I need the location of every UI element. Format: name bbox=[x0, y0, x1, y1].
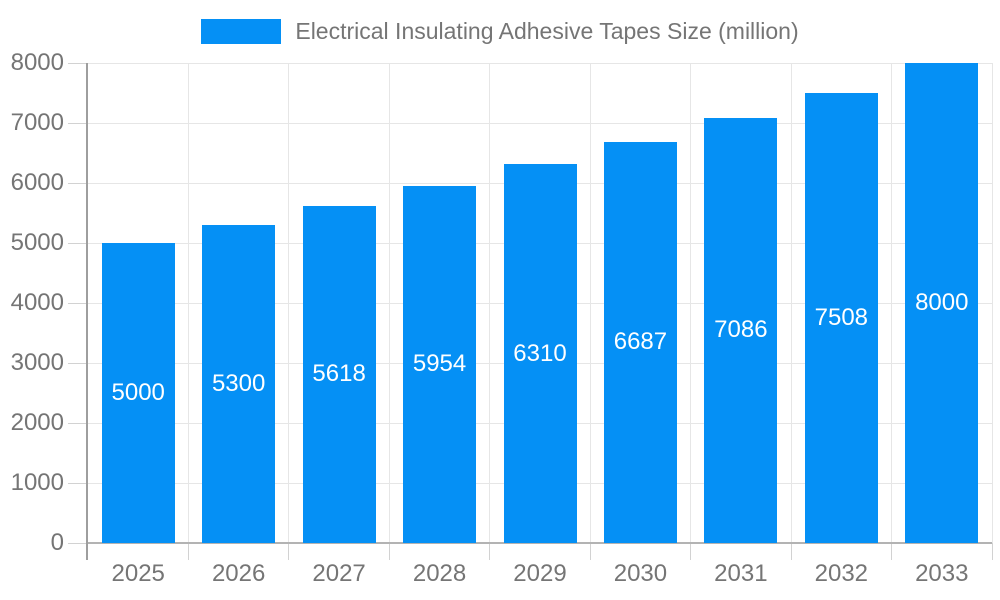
x-axis-label: 2030 bbox=[613, 560, 668, 587]
y-axis-label: 7000 bbox=[10, 109, 64, 136]
legend-swatch bbox=[201, 18, 282, 44]
x-axis-label: 2031 bbox=[714, 560, 768, 587]
y-axis-tick bbox=[68, 302, 88, 304]
y-axis-tick bbox=[68, 362, 88, 364]
gridline-vertical bbox=[388, 63, 390, 543]
x-axis-label: 2033 bbox=[915, 560, 969, 587]
gridline-vertical bbox=[589, 63, 591, 543]
y-axis-label: 2000 bbox=[10, 409, 64, 436]
x-axis-label: 2029 bbox=[513, 560, 567, 587]
gridline-horizontal bbox=[88, 62, 992, 64]
y-axis-label: 4000 bbox=[10, 289, 64, 316]
x-axis-label: 2025 bbox=[111, 560, 165, 587]
gridline-vertical bbox=[790, 63, 792, 543]
y-axis-line bbox=[86, 63, 88, 560]
y-axis-tick bbox=[68, 182, 88, 184]
gridline-vertical bbox=[891, 63, 893, 543]
y-axis-tick bbox=[68, 62, 88, 64]
gridline-vertical bbox=[288, 63, 290, 543]
gridline-vertical bbox=[187, 63, 189, 543]
y-axis-label: 3000 bbox=[10, 349, 64, 376]
bar-2030[interactable] bbox=[603, 141, 677, 543]
x-axis-label: 2026 bbox=[211, 560, 266, 587]
y-axis-tick bbox=[68, 242, 88, 244]
y-axis-tick bbox=[68, 482, 88, 484]
bar-2031[interactable] bbox=[704, 117, 778, 543]
legend-item[interactable]: Electrical Insulating Adhesive Tapes Siz… bbox=[0, 18, 1000, 44]
gridline-vertical bbox=[991, 63, 993, 543]
x-axis-label: 2027 bbox=[312, 560, 366, 587]
bar-2028[interactable] bbox=[403, 185, 477, 543]
bar-2027[interactable] bbox=[302, 205, 376, 543]
bar-2032[interactable] bbox=[804, 92, 878, 543]
gridline-vertical bbox=[690, 63, 692, 543]
y-axis-label: 5000 bbox=[10, 229, 64, 256]
y-axis-label: 8000 bbox=[10, 49, 64, 76]
bar-2025[interactable] bbox=[101, 243, 175, 543]
y-axis-tick bbox=[68, 422, 88, 424]
y-axis-label: 6000 bbox=[10, 169, 64, 196]
bar-2033[interactable] bbox=[905, 63, 979, 543]
bar-2029[interactable] bbox=[503, 164, 577, 543]
x-axis-label: 2032 bbox=[814, 560, 869, 587]
gridline-vertical bbox=[489, 63, 491, 543]
y-axis-label: 0 bbox=[50, 529, 64, 556]
y-axis-tick bbox=[68, 542, 88, 544]
x-axis-line bbox=[88, 542, 992, 544]
legend-label: Electrical Insulating Adhesive Tapes Siz… bbox=[295, 18, 799, 44]
y-axis-label: 1000 bbox=[10, 469, 64, 496]
y-axis-tick bbox=[68, 122, 88, 124]
bar-2026[interactable] bbox=[202, 225, 276, 543]
x-axis-label: 2028 bbox=[412, 560, 467, 587]
